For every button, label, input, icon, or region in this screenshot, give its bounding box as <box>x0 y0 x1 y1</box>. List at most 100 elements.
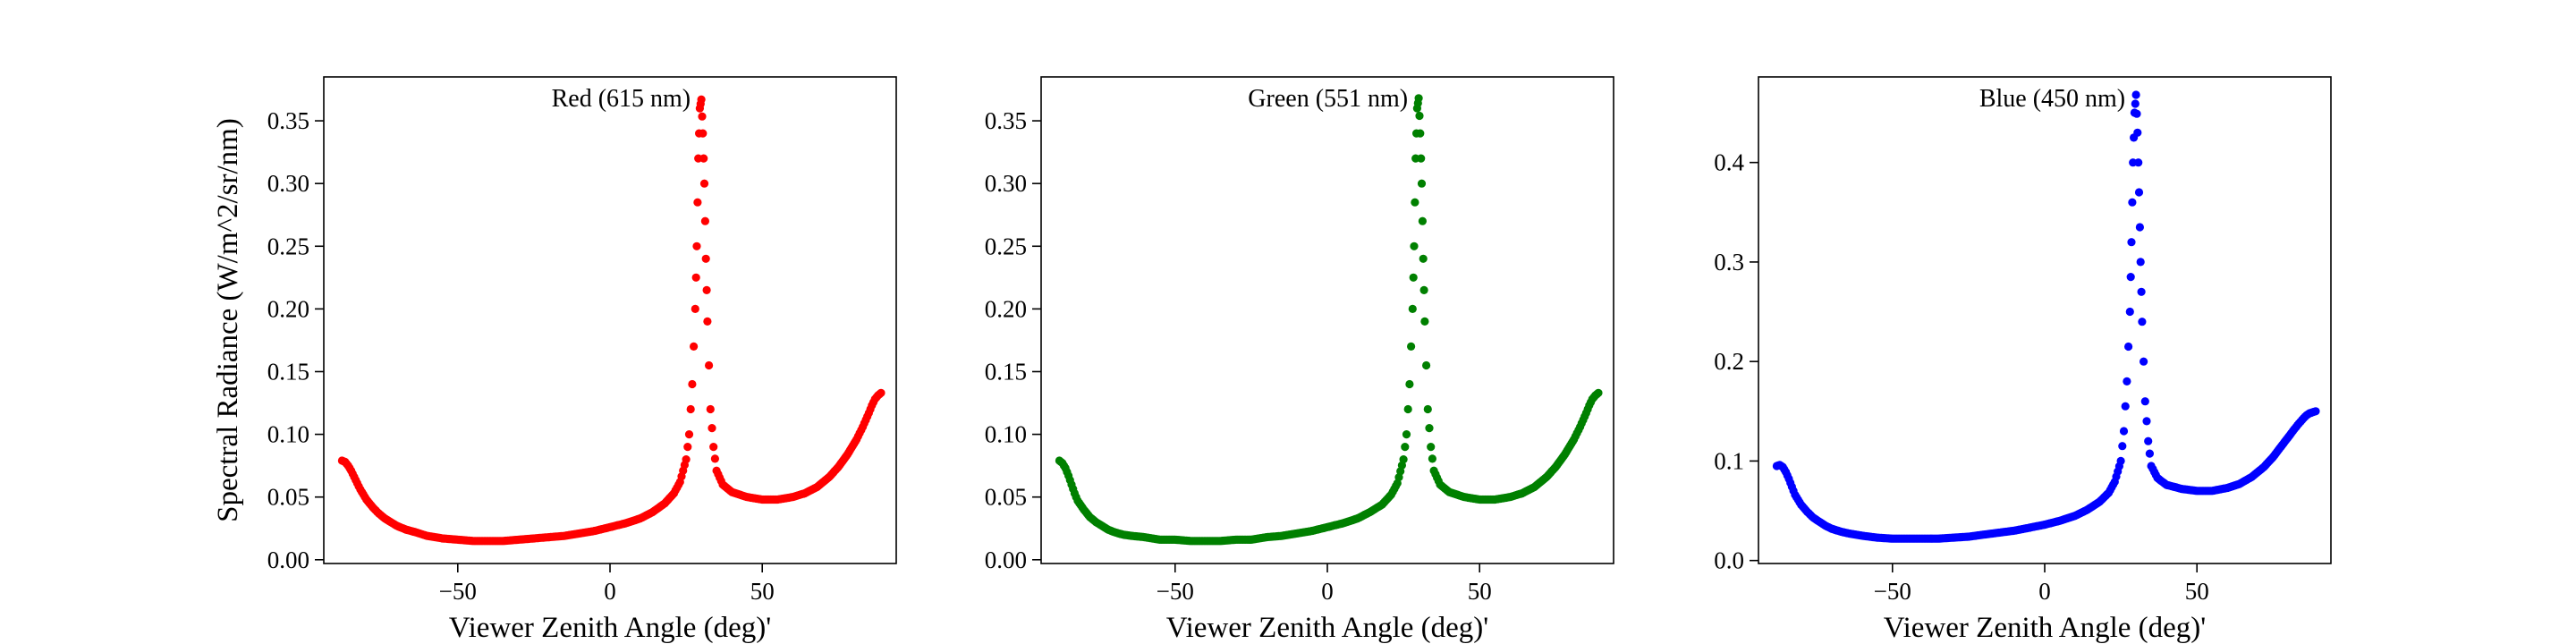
data-point <box>691 304 699 313</box>
y-axis-label: Spectral Radiance (W/m^2/sr/nm) <box>212 118 244 522</box>
data-point <box>1399 454 1408 464</box>
data-point <box>697 95 706 104</box>
data-point <box>1405 379 1414 389</box>
y-tick-label: 0.0 <box>1714 547 1744 574</box>
data-point <box>700 216 710 225</box>
data-point <box>2126 273 2135 282</box>
y-tick-label: 0.15 <box>985 358 1027 385</box>
y-tick-label: 0.25 <box>267 233 309 259</box>
y-tick-label: 0.35 <box>985 107 1027 134</box>
data-point <box>1401 443 1410 452</box>
data-point <box>1423 404 1432 414</box>
data-point <box>2144 436 2153 445</box>
data-point <box>693 198 702 207</box>
x-axis-label: Viewer Zenith Angle (deg)' <box>1166 612 1488 644</box>
y-tick-label: 0.00 <box>985 547 1027 573</box>
data-point <box>2138 318 2147 326</box>
data-point <box>2125 307 2134 317</box>
y-tick-label: 0.05 <box>985 484 1027 511</box>
data-point <box>2128 198 2137 207</box>
chart-panel-3: −50 0 50 0.0 0.1 0.2 0.3 0.4 Viewer Zenith Angle… <box>1714 76 2332 644</box>
data-point <box>683 443 692 452</box>
data-point <box>1408 304 1417 313</box>
y-tick-label: 0.25 <box>985 233 1027 259</box>
y-tick-label: 0.35 <box>267 107 309 134</box>
data-point <box>686 404 695 414</box>
data-point <box>1417 179 1427 188</box>
data-point <box>1419 285 1428 294</box>
x-tick-label: 50 <box>2185 578 2209 605</box>
data-point <box>1428 454 1436 463</box>
x-tick-label: −50 <box>439 578 477 605</box>
data-point <box>702 285 711 294</box>
data-point <box>699 129 708 138</box>
data-point <box>1411 198 1419 207</box>
y-tick-label: 0.10 <box>267 421 309 448</box>
data-point <box>2136 258 2145 267</box>
data-point <box>1417 154 1426 163</box>
data-point <box>2116 456 2125 465</box>
data-point <box>692 242 701 250</box>
data-point <box>2311 407 2320 416</box>
data-point <box>1409 273 1418 282</box>
data-point <box>2127 238 2136 247</box>
data-series <box>1055 94 1603 546</box>
data-point <box>703 317 712 326</box>
data-point <box>2137 287 2146 296</box>
data-point <box>2140 357 2148 366</box>
data-point <box>1403 404 1412 414</box>
data-point <box>2134 158 2143 167</box>
data-point <box>2119 427 2129 436</box>
data-point <box>2118 442 2127 451</box>
data-point <box>2135 223 2144 232</box>
data-point <box>682 454 691 464</box>
data-point <box>2131 99 2140 108</box>
data-point <box>709 443 718 452</box>
x-tick-label: 0 <box>2038 578 2051 605</box>
data-point <box>1410 242 1419 250</box>
data-point <box>708 424 716 433</box>
data-point <box>1427 443 1436 452</box>
x-tick-label: 0 <box>604 578 616 605</box>
y-tick-label: 0.2 <box>1714 348 1744 375</box>
data-point <box>1422 360 1431 370</box>
data-point <box>699 154 708 163</box>
data-point <box>2140 397 2149 406</box>
data-point <box>691 273 700 282</box>
y-tick-label: 0.05 <box>267 484 309 511</box>
data-point <box>2145 449 2154 458</box>
data-point <box>877 388 886 397</box>
y-tick-label: 0.15 <box>267 358 309 385</box>
data-point <box>690 342 699 351</box>
y-tick-label: 0.1 <box>1714 447 1744 474</box>
data-point <box>706 404 715 414</box>
data-point <box>2142 417 2151 426</box>
data-point <box>2134 188 2144 197</box>
chart-panel-2: −50 0 50 0.00 0.05 0.10 0.15 0.20 0.25 0.30 0.35 Vi… <box>985 76 1614 644</box>
data-point <box>1415 111 1424 121</box>
x-axis-label: Viewer Zenith Angle (deg)' <box>1884 612 2206 644</box>
data-point <box>1419 254 1428 263</box>
data-point <box>2124 342 2133 352</box>
y-tick-label: 0.30 <box>985 170 1027 197</box>
data-series <box>1772 90 2320 543</box>
y-tick-label: 0.20 <box>985 295 1027 322</box>
data-point <box>701 254 710 263</box>
x-axis-label: Viewer Zenith Angle (deg)' <box>449 612 771 644</box>
y-tick-label: 0.30 <box>267 170 309 197</box>
data-point <box>1594 388 1603 397</box>
data-point <box>1402 430 1411 439</box>
y-tick-label: 0.3 <box>1714 249 1744 275</box>
data-point <box>1407 342 1416 351</box>
data-point <box>2123 377 2131 386</box>
data-point <box>698 112 707 121</box>
data-point <box>699 179 709 188</box>
data-point <box>684 430 694 439</box>
plot-frame <box>1758 76 2332 564</box>
data-point <box>710 454 720 463</box>
x-tick-label: 50 <box>750 578 775 605</box>
y-tick-label: 0.10 <box>985 421 1027 448</box>
y-tick-label: 0.4 <box>1714 149 1744 176</box>
x-tick-label: 50 <box>1468 578 1492 605</box>
